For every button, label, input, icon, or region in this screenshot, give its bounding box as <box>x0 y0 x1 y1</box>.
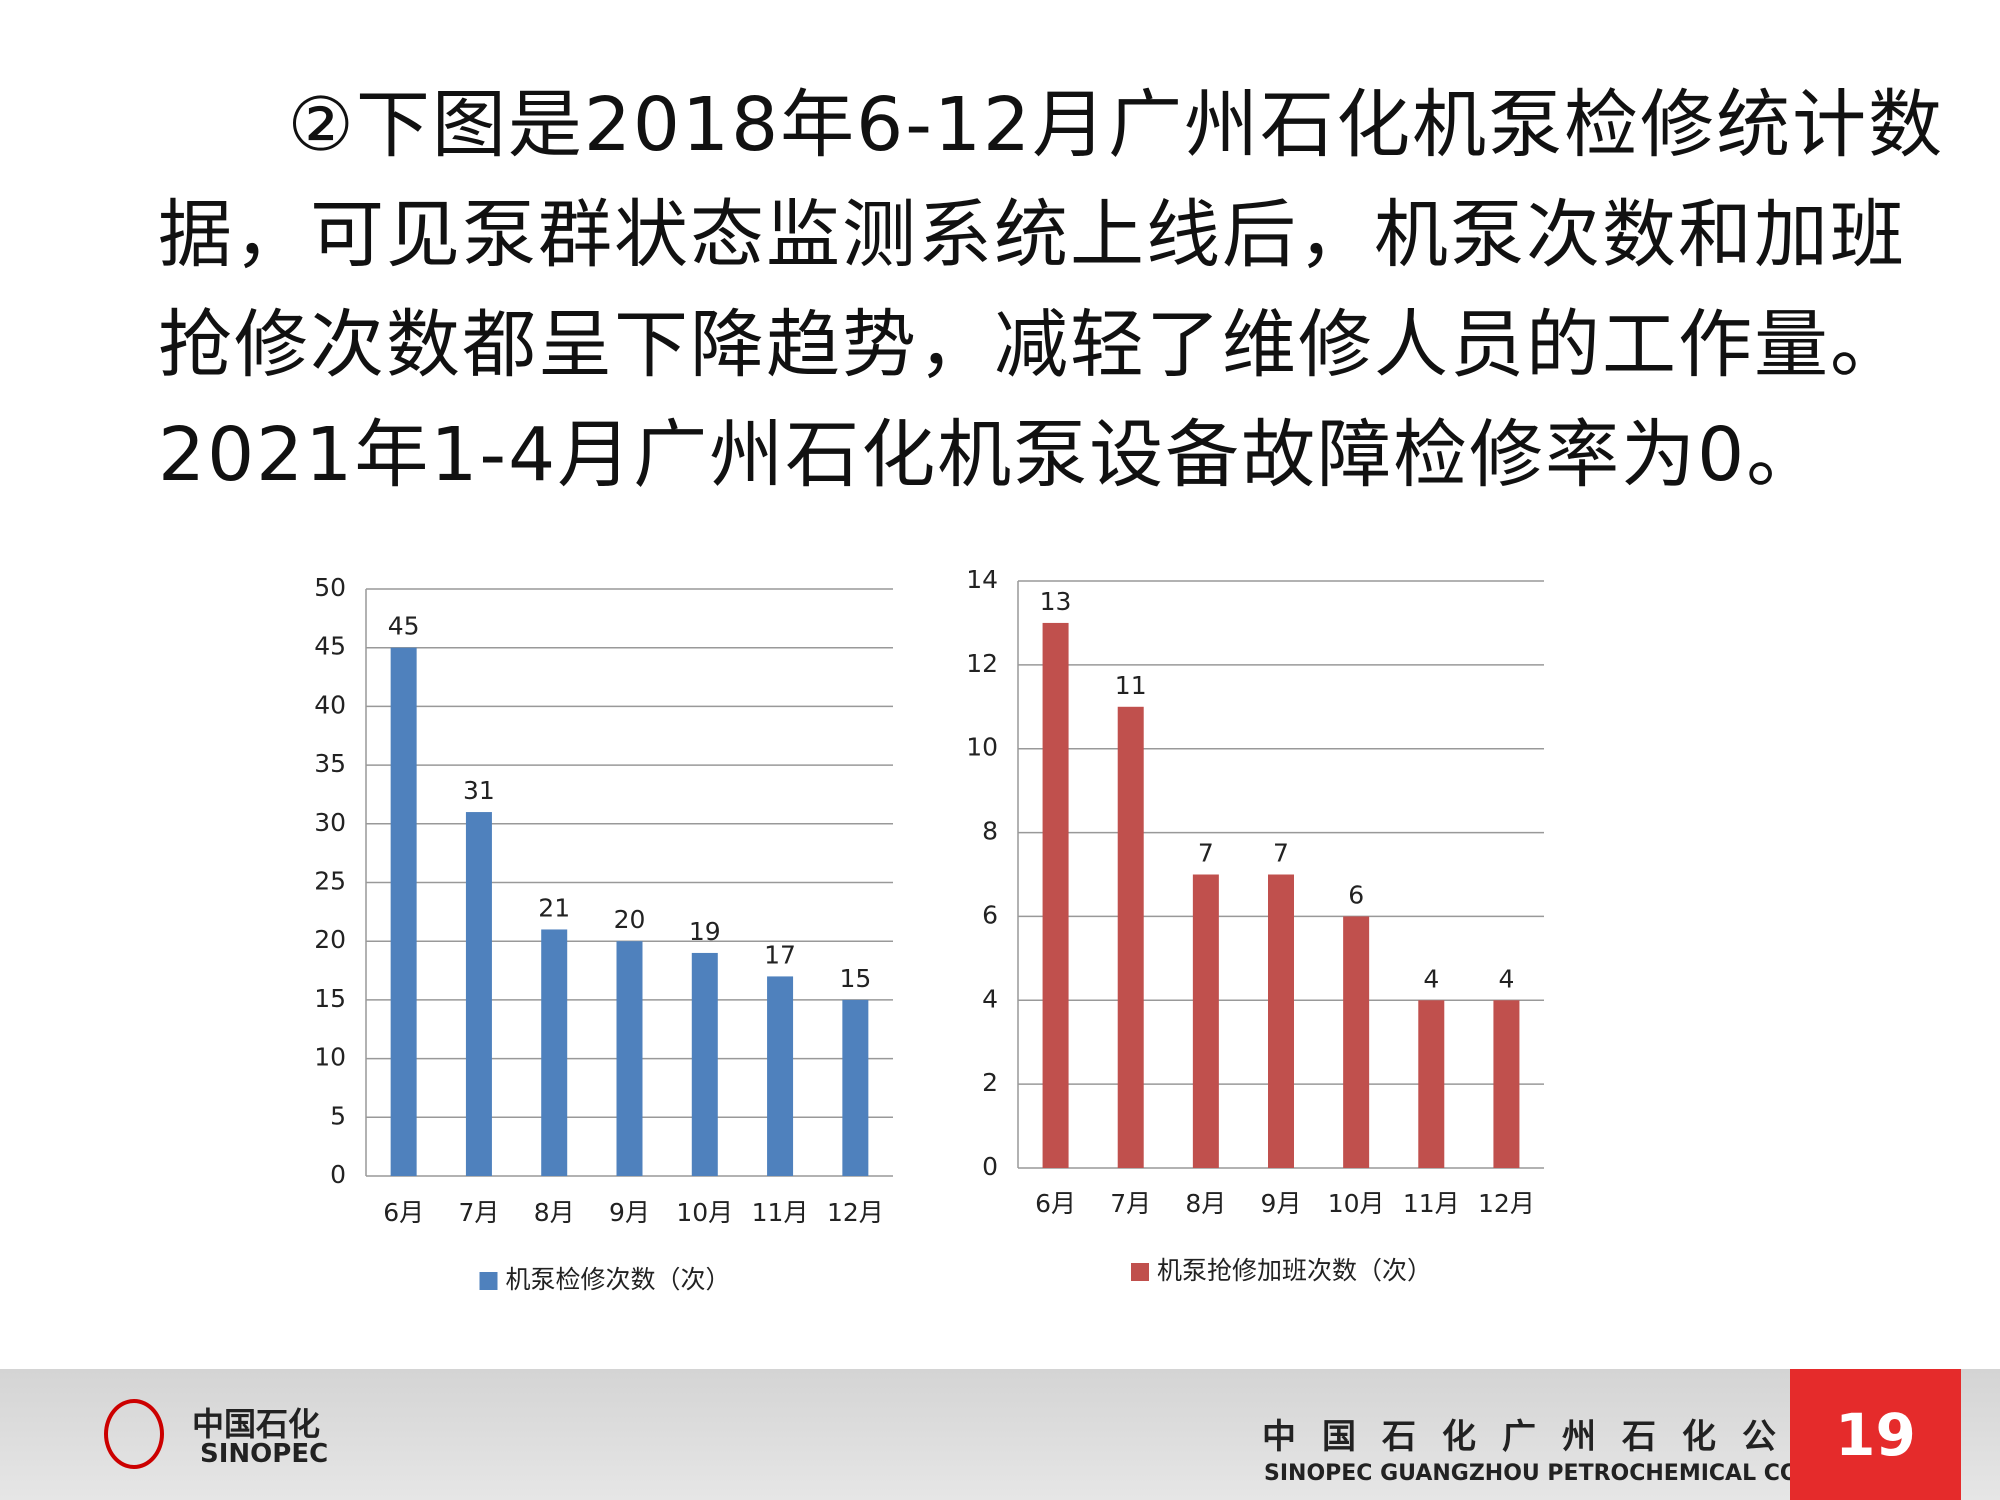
x-tick-label: 10月 <box>1328 1189 1385 1218</box>
legend-swatch <box>1131 1263 1149 1281</box>
data-label: 21 <box>538 893 570 922</box>
data-label: 15 <box>839 964 871 993</box>
x-tick-label: 7月 <box>458 1198 499 1227</box>
x-tick-label: 9月 <box>609 1198 650 1227</box>
bar <box>1268 874 1294 1168</box>
y-tick-label: 10 <box>966 733 998 762</box>
x-tick-label: 8月 <box>534 1198 575 1227</box>
y-tick-label: 20 <box>314 925 346 954</box>
x-tick-label: 9月 <box>1261 1189 1302 1218</box>
data-label: 17 <box>764 940 796 969</box>
y-tick-label: 4 <box>982 984 998 1013</box>
y-tick-label: 35 <box>314 749 346 778</box>
x-tick-label: 11月 <box>752 1198 809 1227</box>
bar <box>1117 706 1144 1168</box>
y-tick-label: 8 <box>982 817 998 846</box>
y-tick-label: 5 <box>330 1101 346 1130</box>
bar <box>691 952 718 1176</box>
y-tick-label: 2 <box>982 1068 998 1097</box>
data-label: 19 <box>689 917 721 946</box>
data-label: 4 <box>1423 964 1439 993</box>
bar <box>1343 916 1370 1168</box>
y-tick-label: 45 <box>314 632 346 661</box>
data-label: 45 <box>388 612 420 641</box>
x-tick-label: 11月 <box>1403 1189 1460 1218</box>
bar <box>616 941 643 1176</box>
x-tick-label: 6月 <box>1035 1189 1076 1218</box>
x-tick-label: 12月 <box>827 1198 884 1227</box>
bar <box>842 999 869 1176</box>
logo-en: SINOPEC <box>200 1439 329 1469</box>
y-tick-label: 12 <box>966 649 998 678</box>
legend-label: 机泵检修次数（次） <box>506 1265 731 1294</box>
logo-cn: 中国石化 <box>192 1405 321 1443</box>
logo-icon <box>104 1399 164 1469</box>
legend-swatch <box>479 1272 498 1290</box>
x-tick-label: 12月 <box>1478 1189 1535 1218</box>
y-tick-label: 10 <box>314 1043 346 1072</box>
x-tick-label: 10月 <box>676 1198 733 1227</box>
y-tick-label: 40 <box>314 690 346 719</box>
y-tick-label: 15 <box>314 984 346 1013</box>
x-tick-label: 7月 <box>1110 1189 1151 1218</box>
bar <box>465 812 492 1176</box>
bar <box>1493 1000 1520 1168</box>
page-number: 19 <box>1790 1369 1961 1500</box>
y-tick-label: 0 <box>330 1160 346 1189</box>
data-label: 6 <box>1348 880 1364 909</box>
y-tick-label: 25 <box>314 867 346 896</box>
company-en: SINOPEC GUANGZHOU PETROCHEMICAL COMPANY <box>1264 1461 1886 1486</box>
bar <box>767 976 794 1176</box>
y-tick-label: 30 <box>314 808 346 837</box>
footer: 中国石化 SINOPEC 中国石化广州石化公司 SINOPEC GUANGZHO… <box>0 1369 2000 1500</box>
x-tick-label: 8月 <box>1185 1189 1226 1218</box>
x-tick-label: 6月 <box>383 1198 424 1227</box>
data-label: 20 <box>614 905 646 934</box>
company-cn: 中国石化广州石化公司 <box>1262 1417 1862 1457</box>
bar <box>541 929 568 1176</box>
bar <box>1042 622 1069 1168</box>
data-label: 7 <box>1273 839 1289 868</box>
y-tick-label: 50 <box>314 573 346 602</box>
bar <box>1418 1000 1445 1168</box>
bar <box>390 647 417 1176</box>
bar <box>1192 874 1219 1168</box>
data-label: 7 <box>1198 839 1214 868</box>
y-tick-label: 14 <box>966 565 998 594</box>
legend-label: 机泵抢修加班次数（次） <box>1157 1256 1432 1285</box>
data-label: 11 <box>1115 671 1147 700</box>
y-tick-label: 0 <box>982 1152 998 1181</box>
data-label: 31 <box>463 776 495 805</box>
data-label: 13 <box>1040 587 1072 616</box>
y-tick-label: 6 <box>982 900 998 929</box>
data-label: 4 <box>1498 964 1514 993</box>
paragraph: ②下图是2018年6-12月广州石化机泵检修统计数据，可见泵群状态监测系统上线后… <box>158 82 1945 498</box>
